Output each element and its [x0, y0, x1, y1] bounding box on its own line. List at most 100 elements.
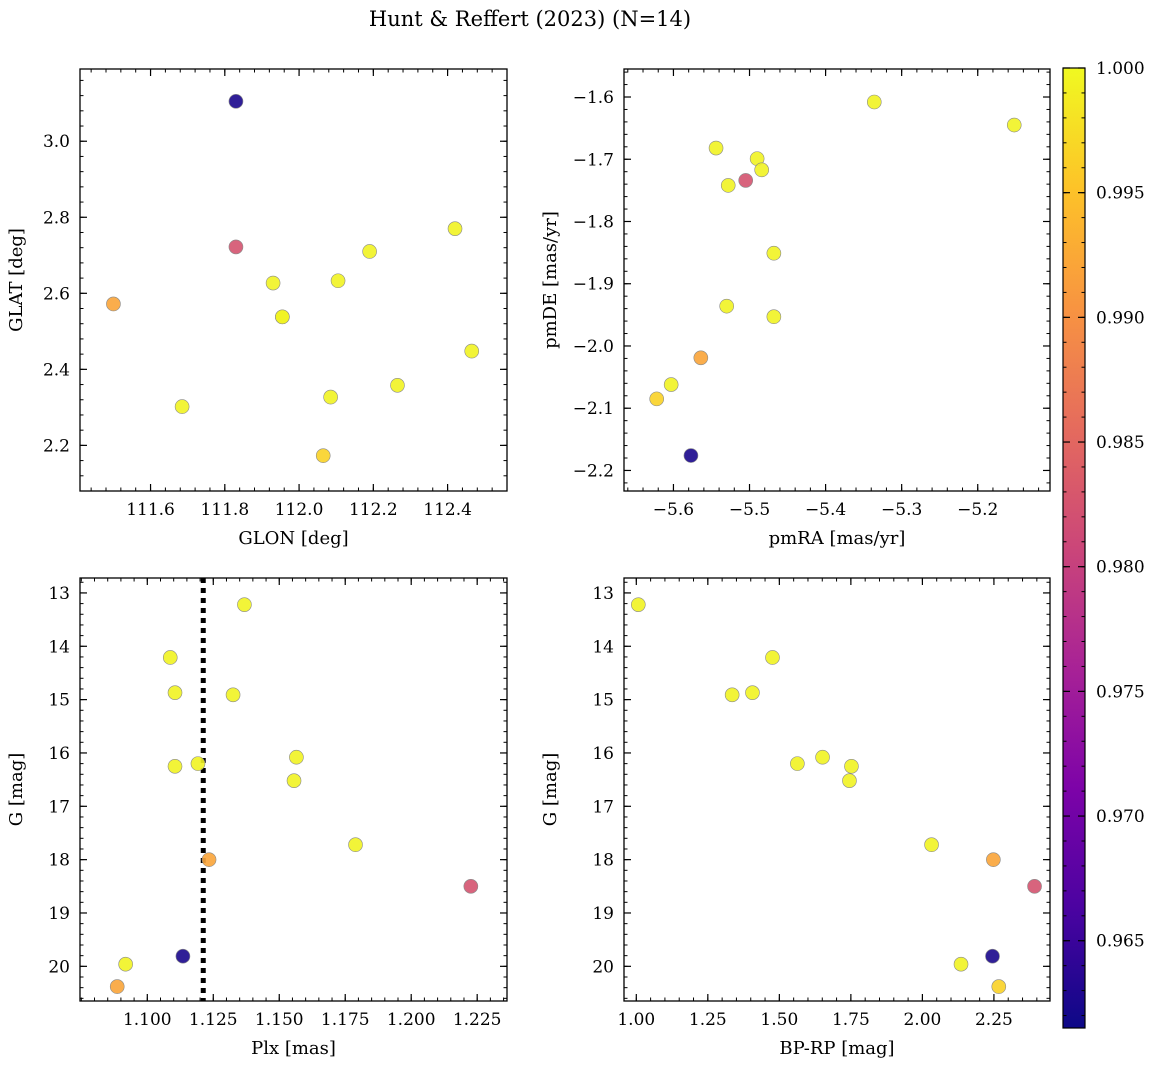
- y-tick-label: 20: [592, 957, 614, 977]
- data-point: [174, 399, 190, 414]
- colorbar-tick-label: 0.980: [1096, 558, 1145, 578]
- data-point: [663, 377, 679, 392]
- y-axis-label: G [mag]: [540, 753, 561, 826]
- data-point: [991, 979, 1007, 994]
- x-axis-label: BP-RP [mag]: [779, 1038, 894, 1059]
- colorbar-tick-label: 0.995: [1096, 184, 1145, 204]
- x-tick-label: 1.150: [255, 1010, 304, 1030]
- y-tick-label: 18: [592, 851, 614, 871]
- x-tick-label: 1.25: [689, 1010, 727, 1030]
- data-point: [765, 650, 780, 665]
- data-point: [985, 948, 1000, 964]
- y-tick-label: −1.6: [573, 88, 614, 108]
- y-tick-label: −1.8: [573, 212, 614, 232]
- data-point: [924, 837, 939, 853]
- x-tick-label: 112.4: [423, 500, 472, 520]
- x-tick-label: 1.00: [617, 1010, 655, 1030]
- panel-pmra-pmde: −5.6 −5.5 −5.4 −5.3 −5.2 −2.2 −2.1 −2.0 −1.9 −1.8…: [540, 68, 1051, 549]
- data-point: [228, 239, 244, 255]
- figure-title: Hunt & Reffert (2023) (N=14): [369, 7, 691, 31]
- y-tick-label: 19: [48, 904, 70, 924]
- data-point: [265, 275, 281, 291]
- data-point: [766, 309, 782, 325]
- data-point: [447, 221, 463, 236]
- data-point: [683, 448, 699, 463]
- y-tick-label: 16: [592, 744, 614, 764]
- x-tick-label: 112.2: [349, 500, 398, 520]
- y-tick-label: 16: [48, 744, 70, 764]
- data-point: [720, 178, 736, 193]
- data-point: [190, 756, 206, 771]
- data-point: [719, 298, 734, 314]
- x-tick-label: 111.8: [200, 500, 249, 520]
- x-tick-label: 112.0: [275, 500, 324, 520]
- data-point: [225, 687, 241, 703]
- y-tick-label: 14: [592, 637, 614, 657]
- x-axis-label: pmRA [mas/yr]: [769, 528, 906, 549]
- x-tick-label: 1.75: [832, 1010, 870, 1030]
- panel-bprp-g: 1.00 1.25 1.50 1.75 2.00 2.25 13 14 15 16 17 18 19 20…: [540, 577, 1051, 1059]
- x-tick-label: 2.00: [903, 1010, 941, 1030]
- y-tick-label: 2.6: [43, 284, 70, 304]
- x-tick-label: −5.3: [881, 500, 922, 520]
- data-point: [790, 756, 805, 771]
- data-point: [237, 597, 252, 612]
- data-point: [348, 837, 363, 853]
- data-point: [986, 852, 1001, 867]
- data-point: [708, 140, 724, 156]
- x-tick-label: 111.6: [126, 500, 175, 520]
- data-point: [693, 350, 709, 366]
- y-tick-label: 15: [592, 691, 614, 711]
- y-axis-label: G [mag]: [6, 753, 27, 826]
- data-point: [842, 773, 857, 788]
- data-point: [228, 94, 244, 109]
- data-point: [815, 749, 830, 765]
- y-tick-label: 14: [48, 637, 70, 657]
- data-point: [315, 448, 331, 463]
- y-tick-label: −2.2: [573, 461, 614, 481]
- y-tick-label: −2.1: [573, 399, 614, 419]
- data-point: [286, 773, 302, 788]
- panel-plx-g: 1.100 1.125 1.150 1.175 1.200 1.225 13 14 15 16 17…: [6, 577, 508, 1059]
- y-tick-label: 2.2: [43, 436, 70, 456]
- y-tick-label: 20: [48, 957, 70, 977]
- data-point: [201, 852, 217, 867]
- data-point: [106, 296, 121, 312]
- colorbar-tick-label: 0.975: [1096, 682, 1145, 702]
- data-point: [167, 758, 183, 774]
- data-point: [766, 245, 782, 261]
- axes-frame: [623, 68, 1051, 492]
- data-point: [118, 956, 133, 972]
- x-tick-label: −5.2: [957, 500, 998, 520]
- data-point: [330, 273, 346, 289]
- data-point: [362, 244, 377, 259]
- x-tick-label: 2.25: [975, 1010, 1013, 1030]
- y-axis-label: GLAT [deg]: [6, 228, 27, 332]
- y-tick-label: −2.0: [573, 337, 614, 357]
- colorbar-tick-label: 0.990: [1096, 308, 1145, 328]
- data-point: [109, 979, 125, 994]
- data-point: [1006, 117, 1022, 133]
- x-axis-label: GLON [deg]: [238, 528, 348, 549]
- x-tick-label: 1.100: [123, 1010, 172, 1030]
- data-point: [738, 173, 754, 188]
- axes-frame: [623, 577, 1051, 1002]
- y-tick-label: 15: [48, 691, 70, 711]
- y-tick-label: 17: [592, 797, 614, 817]
- y-tick-label: 19: [592, 904, 614, 924]
- data-point: [289, 749, 304, 765]
- colorbar-tick-label: 1.000: [1096, 59, 1145, 79]
- x-tick-label: 1.175: [321, 1010, 370, 1030]
- data-point: [754, 162, 769, 178]
- panels: 111.6 111.8 112.0 112.2 112.4 2.2 2.4 2.6 2.8 3.0…: [6, 68, 1051, 1059]
- y-tick-label: 2.4: [43, 360, 70, 380]
- colorbar-tick-label: 0.970: [1096, 807, 1145, 827]
- data-point: [649, 391, 665, 407]
- y-axis-label: pmDE [mas/yr]: [540, 211, 561, 349]
- colorbar-tick-label: 0.985: [1096, 433, 1145, 453]
- data-point: [323, 389, 338, 405]
- data-point: [745, 685, 760, 700]
- y-tick-label: 13: [592, 584, 614, 604]
- x-tick-label: 1.200: [387, 1010, 436, 1030]
